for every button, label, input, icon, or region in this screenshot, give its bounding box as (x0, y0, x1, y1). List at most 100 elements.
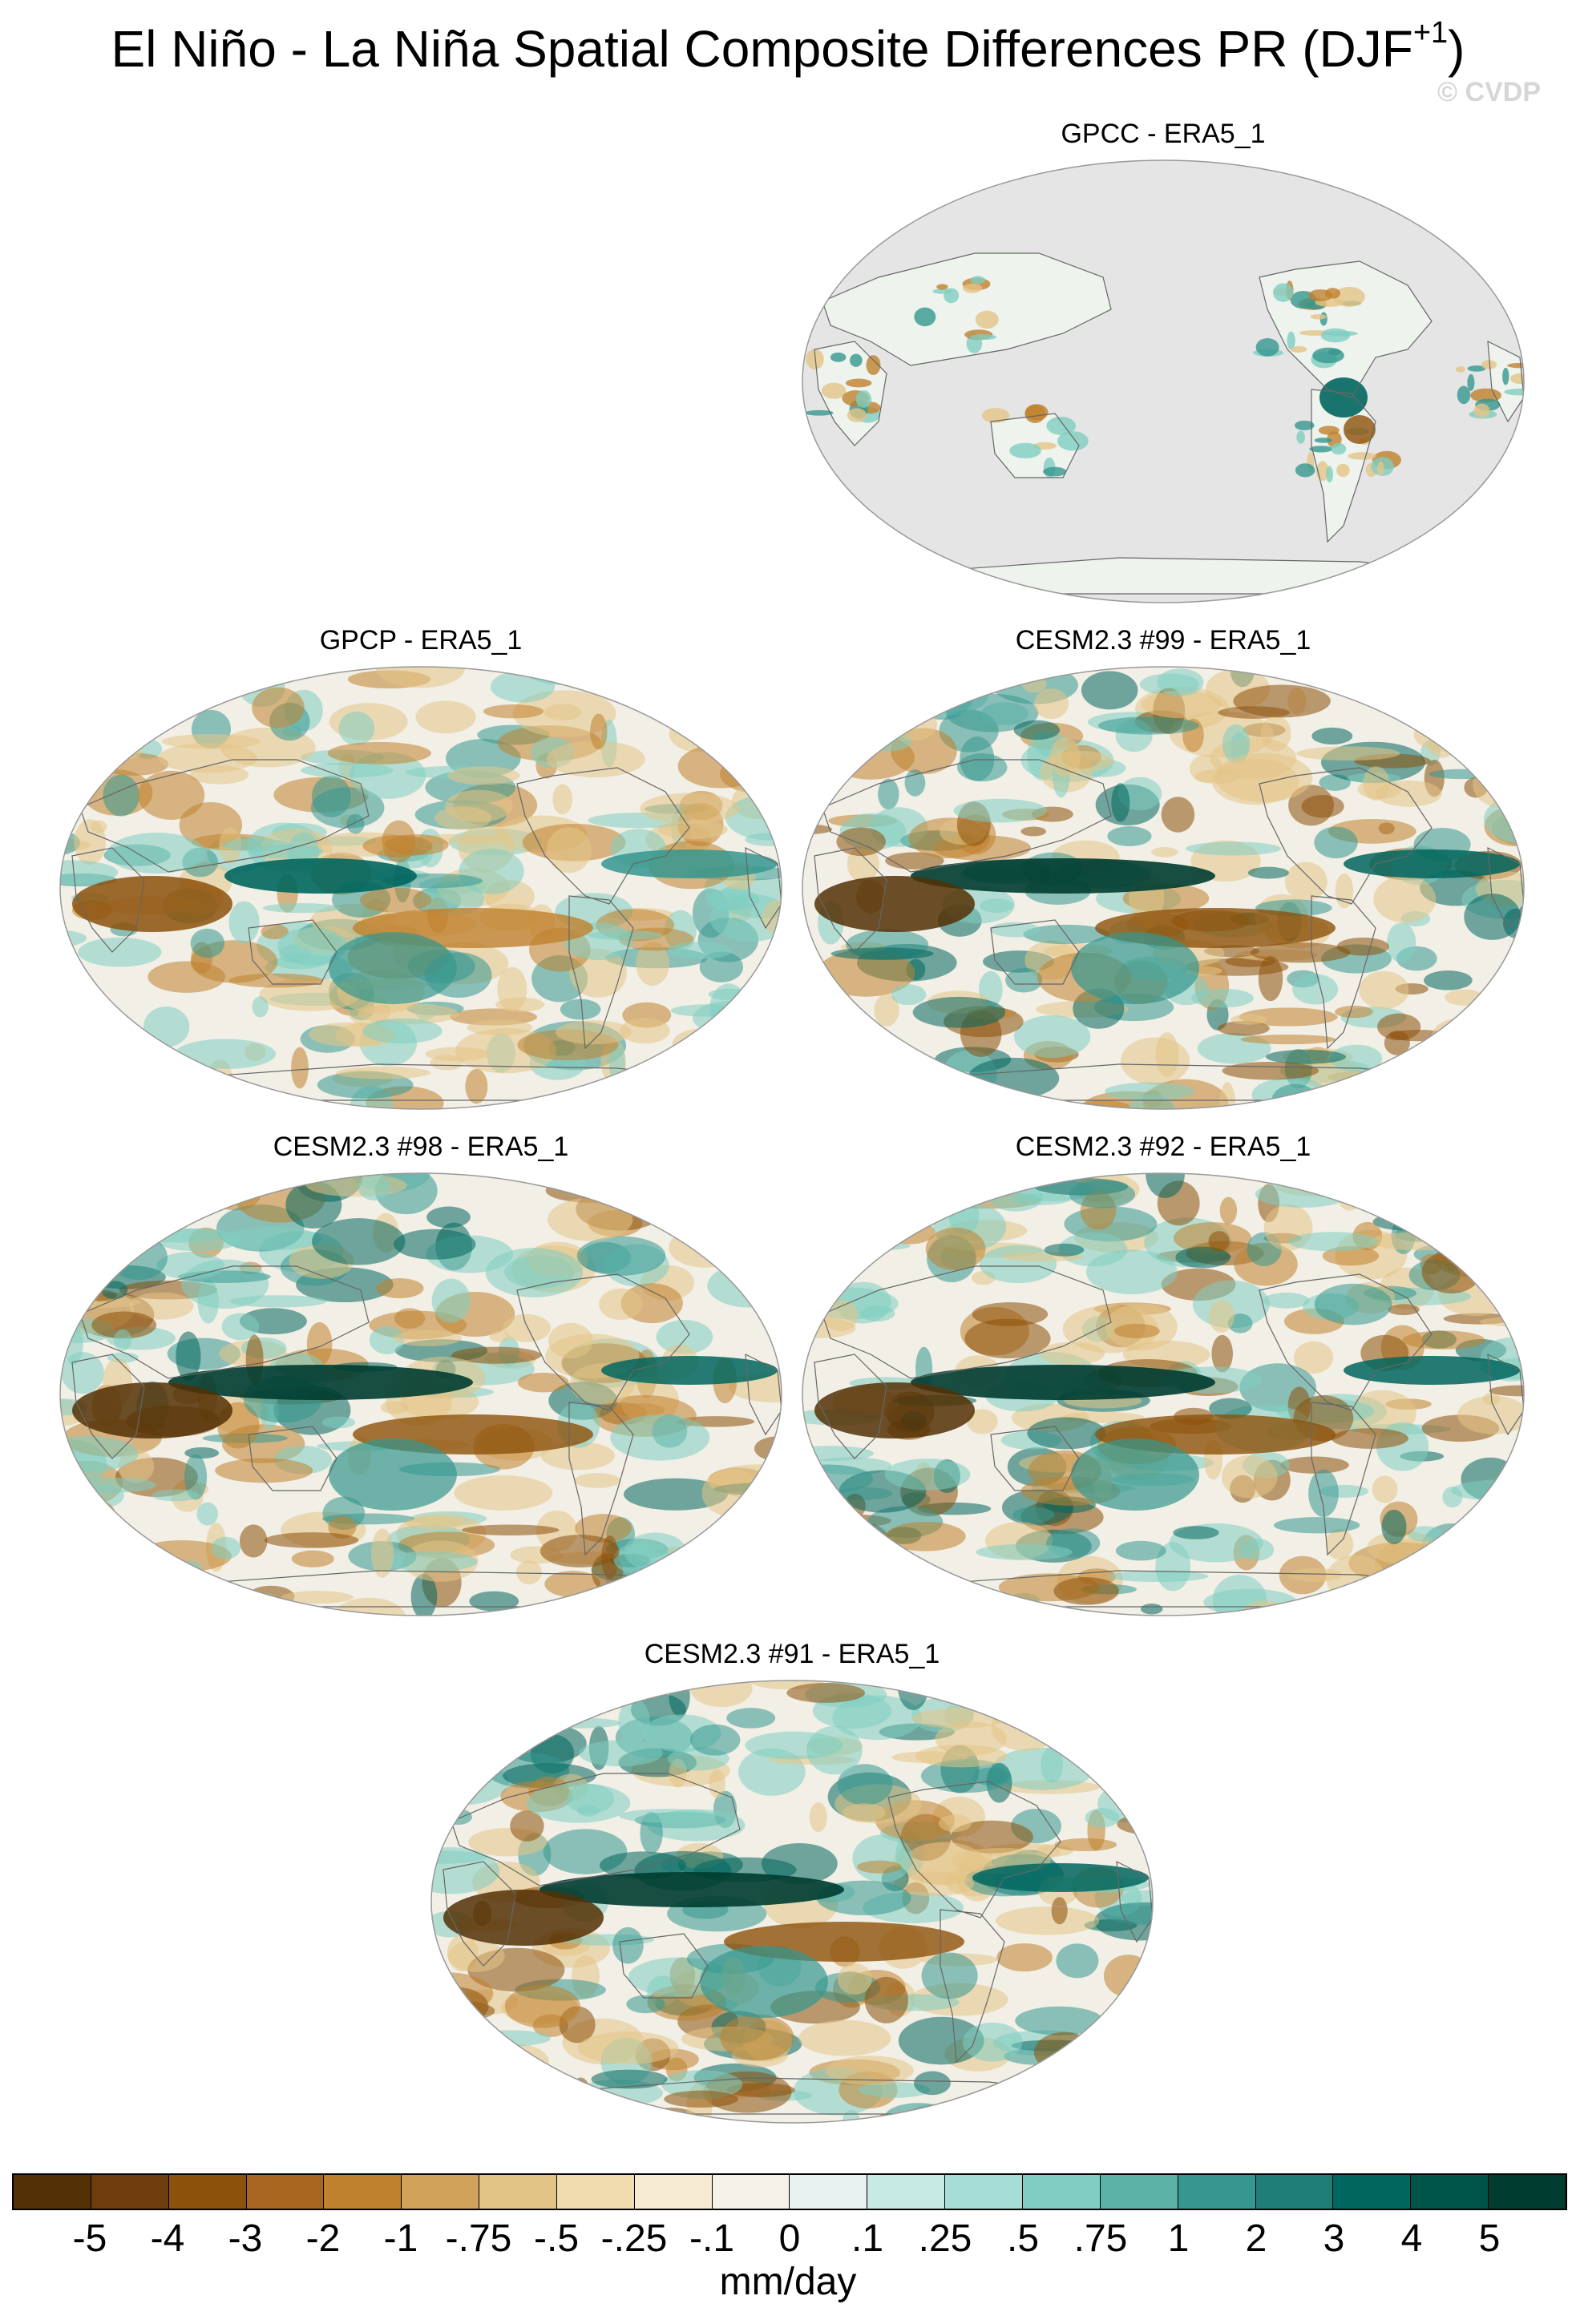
coastline (990, 919, 1080, 985)
map-panel-cesm-98: CESM2.3 #98 - ERA5_1 (56, 1132, 786, 1644)
colorbar-tick-label: 0 (778, 2217, 801, 2260)
colorbar-swatch (945, 2175, 1023, 2209)
coastline (745, 1353, 782, 1436)
coastline (1311, 895, 1376, 1050)
colorbar-labels: -5 -4 -3 -2 -1 -.75 -.5 -.25 -.1 0 .1 .25 .5 .75 1 2 3 4 5 (12, 2217, 1567, 2265)
coastline (940, 1909, 1005, 2064)
figure-title-close: ) (1448, 20, 1465, 78)
coastline (1311, 1402, 1376, 1556)
map-border (430, 1680, 1154, 2124)
colorbar-tick-label: 2 (1245, 2217, 1267, 2260)
colorbar-tick-label: .25 (918, 2217, 972, 2260)
colorbar-tick-label: .1 (851, 2217, 884, 2260)
colorbar-tick-label: 4 (1400, 2217, 1423, 2260)
colorbar-tick-label: -.1 (689, 2217, 735, 2260)
coastline (1311, 389, 1376, 543)
coastline (745, 846, 782, 930)
colorbar-swatch (91, 2175, 169, 2209)
coastline (71, 1354, 145, 1459)
map-gpcp (59, 666, 782, 1110)
coastline (568, 895, 634, 1050)
coastline (1487, 846, 1524, 930)
colorbar-swatch (712, 2175, 790, 2209)
colorbar-tick-label: -4 (150, 2217, 185, 2260)
map-border (59, 1172, 782, 1616)
map-cesm-91 (430, 1680, 1154, 2124)
colorbar-swatch (324, 2175, 402, 2209)
map-border (802, 1172, 1525, 1616)
coastline (1487, 1353, 1524, 1436)
colorbar-tick-label: -5 (72, 2217, 107, 2260)
colorbar-swatch (246, 2175, 325, 2209)
panel-title: CESM2.3 #91 - ERA5_1 (644, 1639, 940, 1669)
colorbar-swatch (1333, 2175, 1412, 2209)
map-panel-cesm-99: CESM2.3 #99 - ERA5_1 (798, 625, 1528, 1138)
coastline (887, 1781, 1061, 1919)
colorbar-tick-label: -3 (228, 2217, 263, 2260)
colorbar-swatch (168, 2175, 247, 2209)
coastline (1116, 1860, 1153, 1943)
colorbar-tick-label: 1 (1167, 2217, 1190, 2260)
colorbar-swatch (1411, 2175, 1489, 2209)
colorbar-tick-label: .5 (1006, 2217, 1040, 2260)
colorbar-tick-label: -1 (383, 2217, 418, 2260)
colorbar-tick-label: -.75 (445, 2217, 512, 2260)
coastline (1259, 1273, 1433, 1411)
colorbar-tick-label: 5 (1478, 2217, 1501, 2260)
colorbar-tick-label: -.25 (600, 2217, 668, 2260)
coastline (822, 759, 1112, 873)
coastline (814, 1354, 887, 1459)
colorbar-swatch (1100, 2175, 1178, 2209)
colorbar-swatch (867, 2175, 946, 2209)
colorbar-tick-label: 3 (1323, 2217, 1345, 2260)
colorbar-tick-label: .75 (1073, 2217, 1128, 2260)
map-background (802, 160, 1524, 603)
colorbar-swatch (634, 2175, 713, 2209)
panel-title: GPCC - ERA5_1 (1061, 119, 1266, 149)
coastline (248, 919, 337, 985)
coastline (1259, 260, 1433, 398)
panel-title: GPCP - ERA5_1 (319, 625, 523, 656)
colorbar-swatch (556, 2175, 635, 2209)
map-cesm-92 (802, 1172, 1525, 1616)
coastline (442, 1861, 516, 1967)
map-border (802, 159, 1525, 603)
map-cesm-98 (59, 1172, 782, 1616)
colorbar-swatch (479, 2175, 557, 2209)
colorbar-swatch (14, 2175, 91, 2209)
colorbar-swatch (1489, 2175, 1566, 2209)
coastline (990, 1426, 1080, 1491)
coastline (990, 413, 1080, 478)
coastline (79, 1265, 370, 1379)
figure-title: El Niño - La Niña Spatial Composite Diff… (0, 15, 1576, 79)
map-gpcc (802, 159, 1525, 603)
colorbar (12, 2173, 1567, 2210)
coastline (516, 767, 690, 905)
panel-title: CESM2.3 #92 - ERA5_1 (1015, 1132, 1311, 1162)
coastline (1259, 767, 1433, 905)
map-cesm-99 (802, 666, 1525, 1110)
coastline (71, 847, 145, 953)
panel-title: CESM2.3 #99 - ERA5_1 (1015, 625, 1311, 656)
colorbar-swatch (790, 2175, 868, 2209)
figure-title-superscript: +1 (1412, 15, 1449, 50)
watermark: © CVDP (1437, 77, 1541, 107)
map-panel-cesm-92: CESM2.3 #92 - ERA5_1 (798, 1132, 1528, 1644)
figure-title-text: El Niño - La Niña Spatial Composite Diff… (111, 20, 1413, 78)
coastline (516, 1273, 690, 1411)
colorbar-swatch (402, 2175, 480, 2209)
map-panel-cesm-91: CESM2.3 #91 - ERA5_1 (427, 1639, 1157, 2152)
coastline (822, 252, 1112, 366)
coastline (1487, 340, 1524, 423)
panel-title: CESM2.3 #98 - ERA5_1 (273, 1132, 569, 1162)
map-border (802, 666, 1525, 1110)
colorbar-tick-label: -.5 (533, 2217, 580, 2260)
coastline (79, 759, 370, 873)
colorbar-tick-label: -2 (305, 2217, 341, 2260)
colorbar-swatch (1178, 2175, 1256, 2209)
coastline (248, 1426, 337, 1491)
map-panel-gpcp: GPCP - ERA5_1 (56, 625, 786, 1138)
coastline (568, 1402, 634, 1556)
coastline (814, 341, 887, 446)
colorbar-swatch (1022, 2175, 1101, 2209)
